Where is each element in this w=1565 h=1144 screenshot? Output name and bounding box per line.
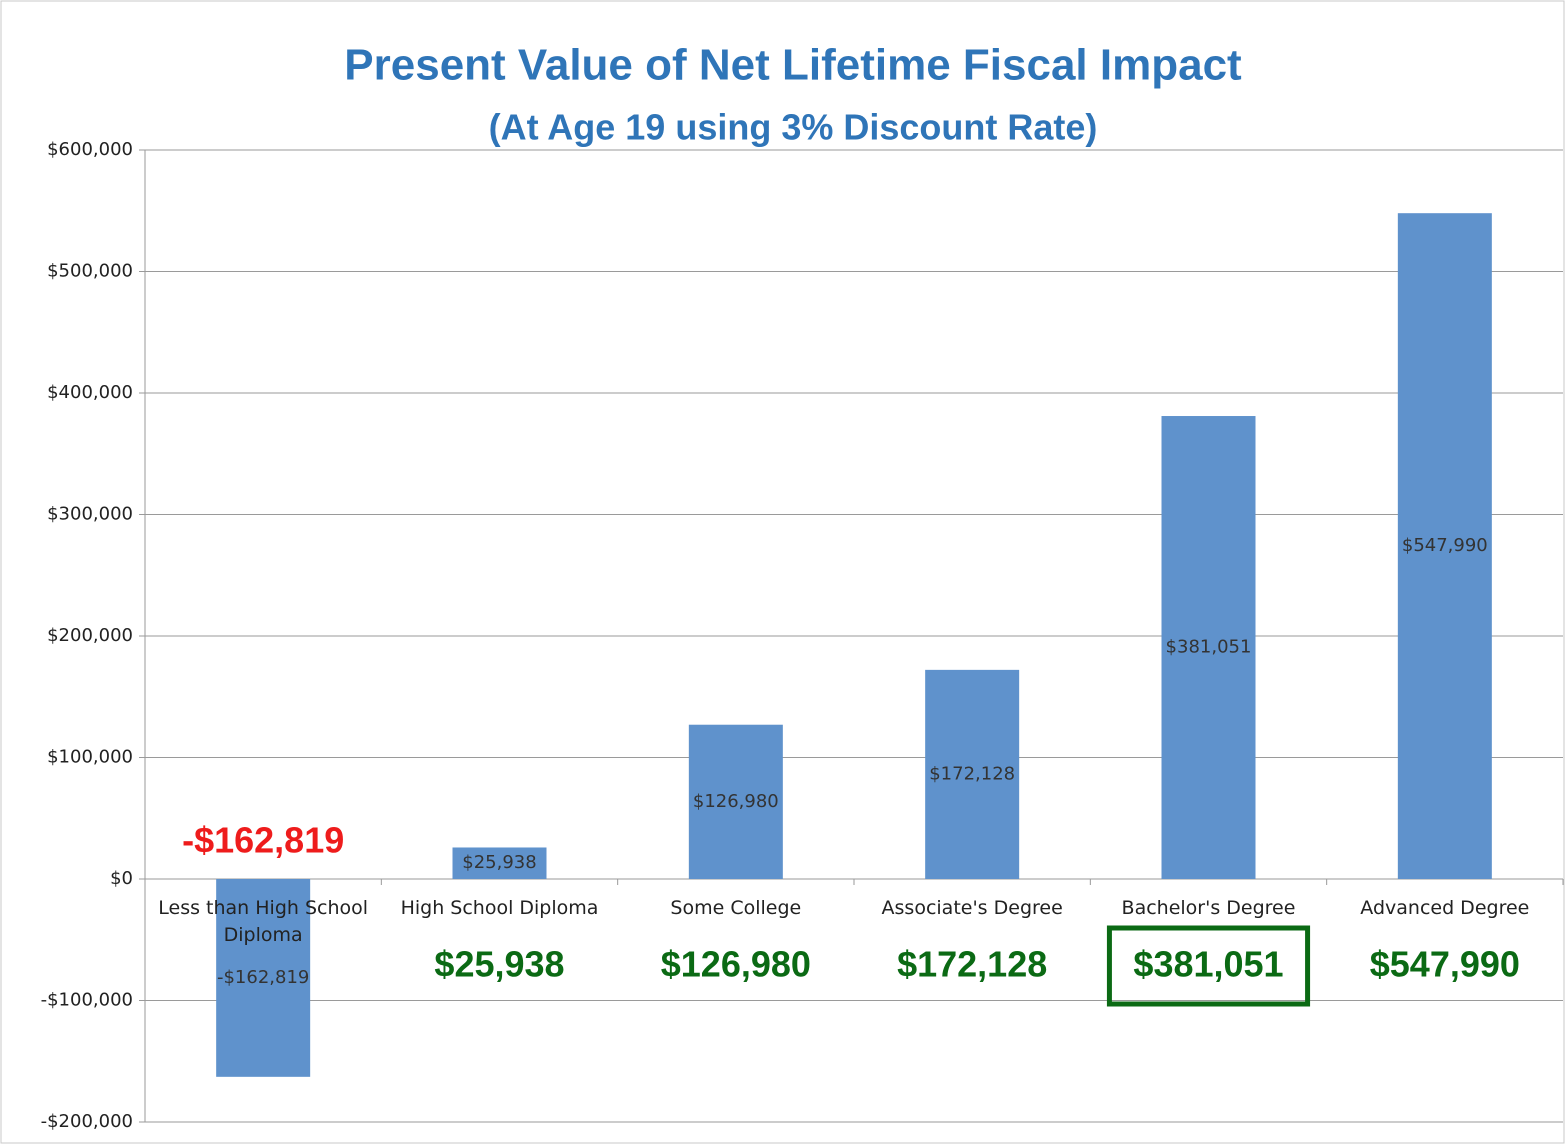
y-tick-label: -$100,000 (41, 990, 133, 1011)
chart-title: Present Value of Net Lifetime Fiscal Imp… (344, 41, 1242, 90)
y-tick-label: $300,000 (47, 504, 133, 525)
bar (1161, 416, 1256, 879)
bar-value-label: $126,980 (693, 791, 779, 812)
x-tick-label-box: Some College (670, 897, 802, 919)
y-tick-label: $500,000 (47, 261, 133, 282)
bar-value-label: -$162,819 (217, 967, 309, 988)
x-tick-label: Some College (670, 897, 802, 919)
bar (452, 847, 547, 879)
x-tick-label: Associate's Degree (881, 897, 1063, 919)
y-tick-label: $100,000 (47, 747, 133, 768)
y-tick-label: $0 (110, 868, 133, 889)
bar (1397, 213, 1492, 880)
highlight-box (1106, 925, 1311, 1007)
bar (216, 879, 311, 1077)
x-tick-label-box: High School Diploma (400, 897, 599, 919)
y-tick-label: $200,000 (47, 625, 133, 646)
bar-value-label: $172,128 (929, 763, 1015, 784)
bar (925, 669, 1020, 879)
y-tick-label: $600,000 (47, 139, 133, 160)
y-tick-label: $400,000 (47, 382, 133, 403)
bar-value-label: $547,990 (1402, 535, 1488, 556)
x-tick-label-box: Bachelor's Degree (1121, 897, 1296, 919)
callout-label: $126,980 (661, 944, 811, 985)
callout-label: -$162,819 (182, 820, 344, 861)
bar-value-label: $25,938 (462, 852, 536, 873)
x-tick-label-box: Less than High School Diploma (158, 897, 369, 946)
callout-label: $547,990 (1370, 944, 1520, 985)
callout-label: $381,051 (1133, 944, 1283, 985)
chart-subtitle: (At Age 19 using 3% Discount Rate) (489, 107, 1098, 148)
y-tick-label: -$200,000 (41, 1111, 133, 1132)
bar-value-label: $381,051 (1166, 637, 1252, 658)
callout-label: $25,938 (434, 944, 564, 985)
x-tick-label: Advanced Degree (1360, 897, 1530, 919)
x-tick-label-box: Associate's Degree (881, 897, 1063, 919)
x-tick-label: High School Diploma (400, 897, 599, 919)
callout-label: $172,128 (897, 944, 1047, 985)
x-tick-label: Less than High School Diploma (158, 897, 369, 946)
x-tick-label: Bachelor's Degree (1121, 897, 1296, 919)
bar (688, 724, 783, 879)
x-tick-label-box: Advanced Degree (1360, 897, 1530, 919)
